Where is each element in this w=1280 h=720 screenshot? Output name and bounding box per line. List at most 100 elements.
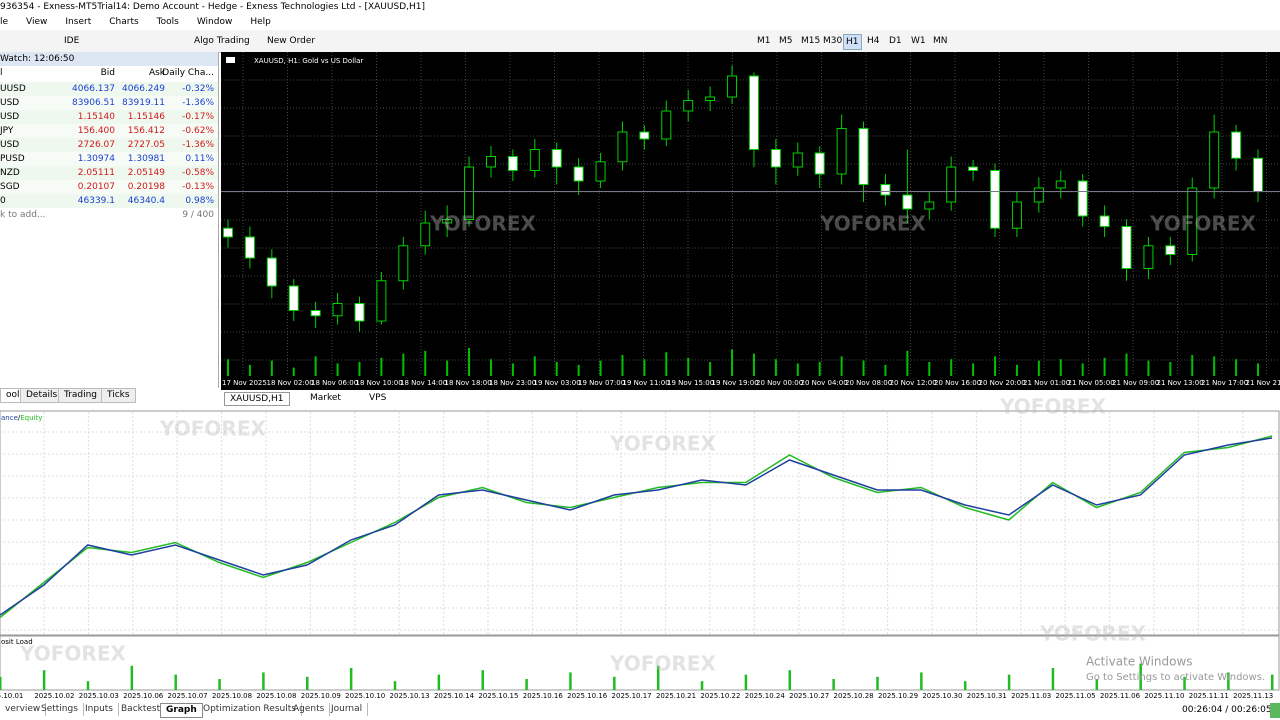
tester-tab[interactable]: Inputs: [80, 703, 119, 716]
candle-body: [1077, 180, 1088, 217]
x-tick-label: 17 Nov 2025: [222, 379, 267, 387]
column-header: Ask: [148, 68, 165, 78]
date-label: 2025.10.15: [478, 692, 518, 700]
watermark: YOFOREX: [1149, 212, 1256, 236]
candle-body: [727, 75, 738, 98]
candle-body: [354, 303, 365, 322]
legend-entry: Equity: [20, 414, 42, 422]
ide-button[interactable]: IDE: [64, 36, 80, 46]
load-bar: [920, 672, 923, 690]
symbol: PUSD: [0, 154, 25, 164]
candle-body: [464, 166, 475, 220]
chart-tab[interactable]: VPS: [369, 393, 387, 403]
timeframe-button[interactable]: M30: [823, 36, 843, 46]
change: -0.58%: [182, 168, 214, 178]
tester-tab[interactable]: Agents: [288, 703, 331, 716]
volume-bar: [950, 359, 953, 376]
volume-bar: [402, 353, 405, 376]
date-label: 2025.10.29: [878, 692, 918, 700]
timeframe-button[interactable]: M5: [779, 36, 793, 46]
symbol: USD: [0, 140, 20, 150]
date-label: 2025.10.31: [967, 692, 1007, 700]
market-watch-tab[interactable]: Details: [20, 388, 64, 403]
volume-bar: [1059, 359, 1062, 376]
bid: 2726.07: [77, 140, 115, 150]
x-tick-label: 18 Nov 14:00: [400, 379, 447, 387]
date-label: 2025.10.13: [390, 692, 430, 700]
volume-bar: [489, 359, 492, 376]
tester-tab[interactable]: Graph: [160, 703, 203, 718]
timeframe-button[interactable]: H1: [843, 34, 862, 50]
date-label: 2025.11.06: [1100, 692, 1141, 700]
load-bar: [1183, 676, 1186, 690]
menu-item[interactable]: Insert: [65, 17, 92, 27]
load-bar: [174, 674, 177, 690]
candle-body: [1011, 201, 1022, 229]
volume-bar: [1103, 357, 1106, 376]
candle-body: [880, 184, 891, 196]
menu-item[interactable]: Window: [196, 17, 233, 27]
date-label: 2025.10.03: [79, 692, 119, 700]
change: -0.62%: [182, 126, 214, 136]
status-time: 00:26:04 / 00:26:05: [1182, 705, 1272, 715]
change: -1.36%: [182, 140, 214, 150]
tester-tab[interactable]: Optimization Results: [198, 703, 302, 716]
timeframe-button[interactable]: MN: [933, 36, 948, 46]
timeframe-button[interactable]: W1: [911, 36, 926, 46]
tester-tab[interactable]: Backtest: [116, 703, 167, 716]
market-watch-tab[interactable]: Ticks: [101, 388, 136, 403]
ask: 1.15146: [127, 112, 165, 122]
row-bg: [0, 96, 218, 110]
x-tick-label: 19 Nov 11:00: [623, 379, 670, 387]
market-watch-tab[interactable]: Trading: [58, 388, 104, 403]
watermark: YOFOREX: [819, 212, 926, 236]
candle-body: [1055, 180, 1066, 189]
candle-body: [1165, 245, 1176, 255]
date-label: 2025.10.07: [168, 692, 208, 700]
symbol: JPY: [0, 126, 14, 136]
timeframe-button[interactable]: M1: [757, 36, 771, 46]
timeframe-button[interactable]: D1: [889, 36, 902, 46]
date-label: 5.10.01: [0, 692, 23, 700]
symbol: USD: [0, 98, 20, 108]
timeframe-button[interactable]: M15: [801, 36, 821, 46]
menu-item[interactable]: Charts: [109, 17, 139, 27]
volume-bar: [1169, 362, 1172, 376]
menu-item[interactable]: Tools: [156, 17, 179, 27]
chart-tab[interactable]: Market: [310, 393, 341, 403]
ask: 1.30981: [127, 154, 165, 164]
load-bar: [481, 670, 484, 690]
status-indicator: [1270, 703, 1280, 718]
algo-trading-button[interactable]: Algo Trading: [194, 36, 250, 46]
x-tick-label: 20 Nov 12:00: [890, 379, 937, 387]
watermark: YOFOREX: [429, 212, 536, 236]
add-symbol[interactable]: k to add...: [0, 210, 46, 220]
new-order-button[interactable]: New Order: [267, 36, 316, 46]
x-tick-label: 19 Nov 07:00: [578, 379, 625, 387]
volume-bar: [621, 355, 624, 376]
ask: 0.20198: [127, 182, 165, 192]
tester-tab[interactable]: Journal: [326, 703, 369, 716]
column-header: Daily Cha...: [162, 68, 214, 78]
volume-bar: [1037, 360, 1040, 376]
chart-tab[interactable]: XAUUSD,H1: [224, 392, 290, 406]
menu-item[interactable]: Help: [250, 17, 271, 27]
menu-item[interactable]: le: [0, 17, 9, 27]
volume-bar: [577, 364, 580, 376]
candle-body: [792, 152, 803, 168]
ask: 46340.4: [127, 196, 165, 206]
date-label: 2025.10.22: [700, 692, 740, 700]
menu-item[interactable]: View: [26, 17, 48, 27]
candle-body: [332, 303, 343, 317]
tester-tab[interactable]: Settings: [36, 703, 84, 716]
load-bar: [1227, 672, 1230, 690]
change: -0.17%: [182, 112, 214, 122]
watermark: YOFOREX: [159, 417, 266, 441]
row-bg: [0, 82, 218, 96]
candle-body: [266, 257, 277, 287]
timeframe-button[interactable]: H4: [867, 36, 880, 46]
load-bar: [744, 674, 748, 690]
volume-bar: [599, 360, 602, 376]
tester-tab[interactable]: verview: [0, 703, 47, 716]
